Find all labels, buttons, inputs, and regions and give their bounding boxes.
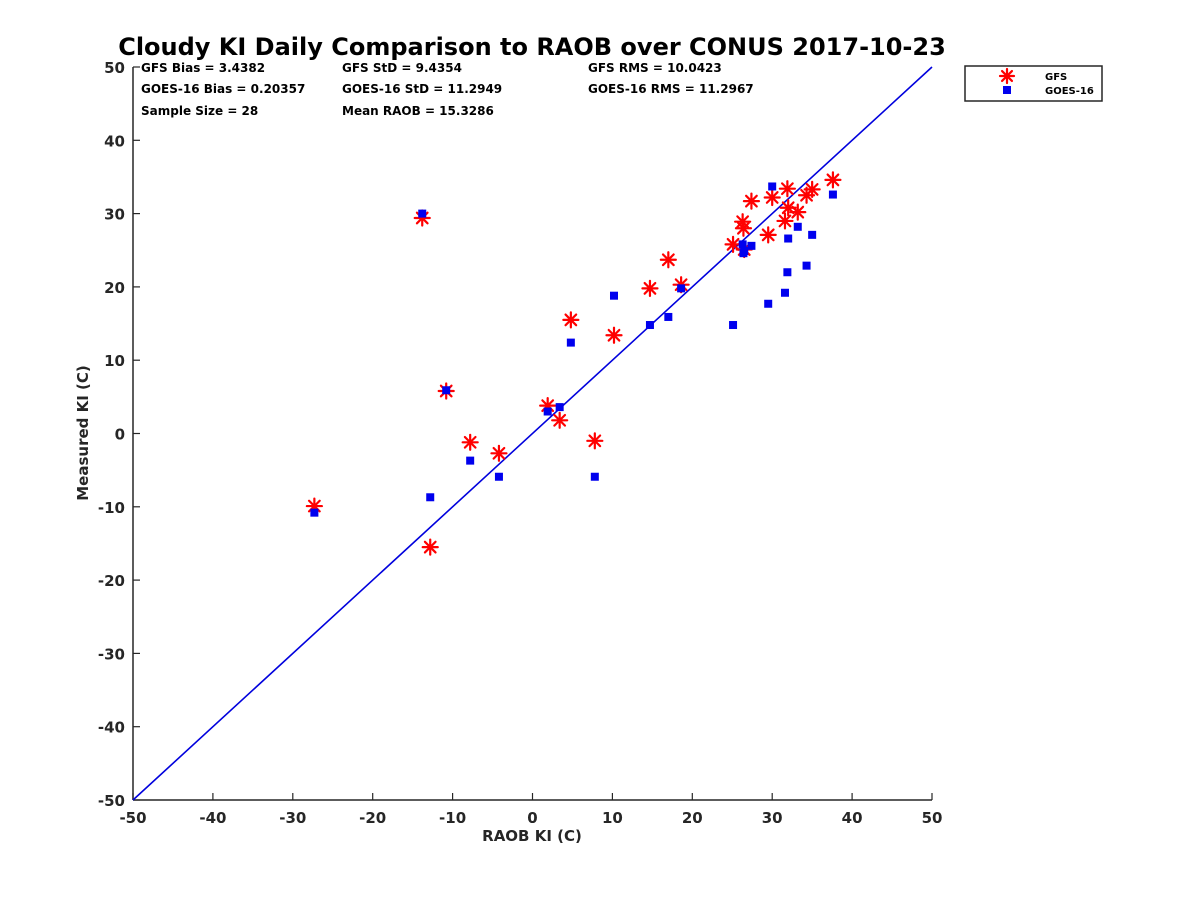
x-tick-label: 0 [527,809,537,827]
y-tick-label: -10 [98,499,125,517]
goes16-point [780,288,789,297]
gfs-point [562,311,580,329]
goes16-point [764,299,773,308]
stat-text: GFS Bias = 3.4382 [141,61,265,75]
legend-goes16-marker [1003,86,1011,94]
goes16-point [747,241,756,250]
gfs-point [759,226,777,244]
gfs-point [776,212,794,230]
stat-text: GFS StD = 9.4354 [342,61,462,75]
gfs-point [586,432,604,450]
gfs-point [734,219,753,237]
x-tick-label: 40 [842,809,863,827]
x-tick-label: -20 [359,809,386,827]
goes16-point [784,234,793,243]
gfs-point [778,180,796,198]
one-to-one-line [132,66,933,801]
goes16-point [418,209,427,218]
y-axis-label: Measured KI (C) [74,365,92,501]
legend-box [964,65,1103,102]
legend-label: GFS [1045,72,1067,83]
gfs-point [605,326,623,344]
legend: GFS GOES-16 [964,65,1103,102]
gfs-point [641,279,659,297]
x-tick-label: -50 [119,809,146,827]
goes16-point [783,268,792,277]
gfs-point [659,251,677,269]
goes16-point [494,472,503,481]
goes16-point [677,284,686,293]
goes16-point [808,230,817,239]
y-tick-label: -40 [98,719,125,737]
goes16-point [566,338,575,347]
x-tick-label: -40 [199,809,226,827]
legend-label: GOES-16 [1045,86,1094,97]
goes16-point [466,456,475,465]
stat-text: GOES-16 RMS = 11.2967 [588,82,754,96]
goes16-point [426,493,435,502]
y-tick-label: -20 [98,572,125,590]
stat-text: GOES-16 Bias = 0.20357 [141,82,305,96]
stat-text: Mean RAOB = 15.3286 [342,104,494,118]
axis-ticks: -50 -40 -30 -20 -10 0 10 20 30 40 50 -50 -40 -30 -20 -1… [98,59,943,827]
goes16-point [793,222,802,231]
plot-area: -50 -40 -30 -20 -10 0 10 20 30 40 50 -50 -40 -30 -20 -1… [98,59,943,827]
stat-text: GOES-16 StD = 11.2949 [342,82,502,96]
y-tick-label: 10 [104,352,125,370]
x-tick-label: 10 [602,809,623,827]
goes16-point [543,407,552,416]
goes16-point [828,190,837,199]
goes16-point [802,261,811,270]
goes16-point [442,386,451,395]
gfs-point [789,203,807,221]
goes16-point [729,321,738,330]
goes16-point [555,403,564,412]
gfs-point [421,538,439,556]
chart-title: Cloudy KI Daily Comparison to RAOB over … [118,33,946,61]
goes16-point [645,321,654,330]
x-axis-label: RAOB KI (C) [482,827,582,845]
gfs-point [490,444,508,462]
goes16-point [768,182,777,191]
goes16-point [740,246,749,255]
gfs-point [763,188,781,207]
stat-text: GFS RMS = 10.0423 [588,61,722,75]
x-tick-label: 30 [762,809,783,827]
y-tick-label: 0 [115,426,125,444]
y-tick-label: -30 [98,645,125,663]
y-tick-label: -50 [98,792,125,810]
legend-gfs-marker [998,67,1016,85]
gfs-point [551,411,569,429]
data-markers [305,171,842,556]
goes16-point [664,312,673,321]
series-goes-16 [310,182,837,517]
x-tick-label: 50 [922,809,943,827]
gfs-point [824,171,842,189]
y-tick-label: 30 [104,206,125,224]
series-gfs [305,171,842,556]
y-tick-label: 20 [104,279,125,297]
gfs-point [742,192,761,210]
goes16-point [609,291,618,300]
x-tick-label: -10 [439,809,466,827]
x-tick-label: -30 [279,809,306,827]
goes16-point [738,240,747,249]
goes16-point [310,508,319,517]
gfs-point [803,180,821,199]
x-tick-label: 20 [682,809,703,827]
y-tick-label: 40 [104,132,125,150]
gfs-point [461,433,479,451]
stat-text: Sample Size = 28 [141,104,258,118]
y-tick-label: 50 [104,59,125,77]
goes16-point [590,472,599,481]
stats-panel: GFS Bias = 3.4382 GFS StD = 9.4354 GFS RMS… [141,61,754,118]
